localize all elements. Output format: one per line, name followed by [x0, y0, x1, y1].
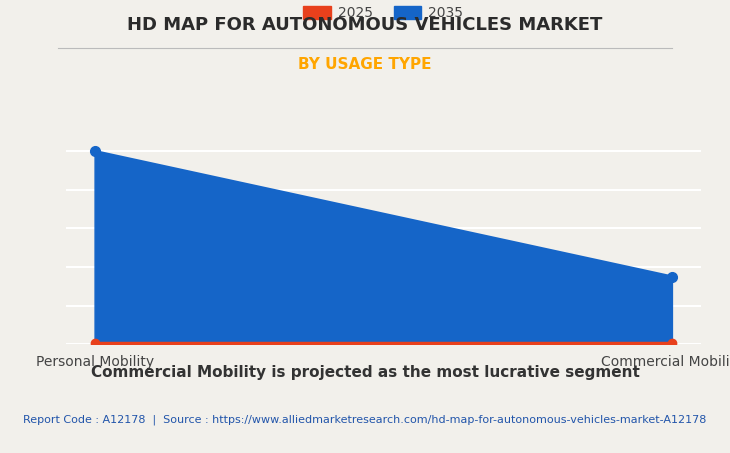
Text: Commercial Mobility is projected as the most lucrative segment: Commercial Mobility is projected as the …	[91, 365, 639, 380]
Text: Report Code : A12178  |  Source : https://www.alliedmarketresearch.com/hd-map-fo: Report Code : A12178 | Source : https://…	[23, 414, 707, 425]
Text: BY USAGE TYPE: BY USAGE TYPE	[299, 57, 431, 72]
Text: HD MAP FOR AUTONOMOUS VEHICLES MARKET: HD MAP FOR AUTONOMOUS VEHICLES MARKET	[127, 16, 603, 34]
Legend: 2025, 2035: 2025, 2035	[298, 0, 469, 26]
